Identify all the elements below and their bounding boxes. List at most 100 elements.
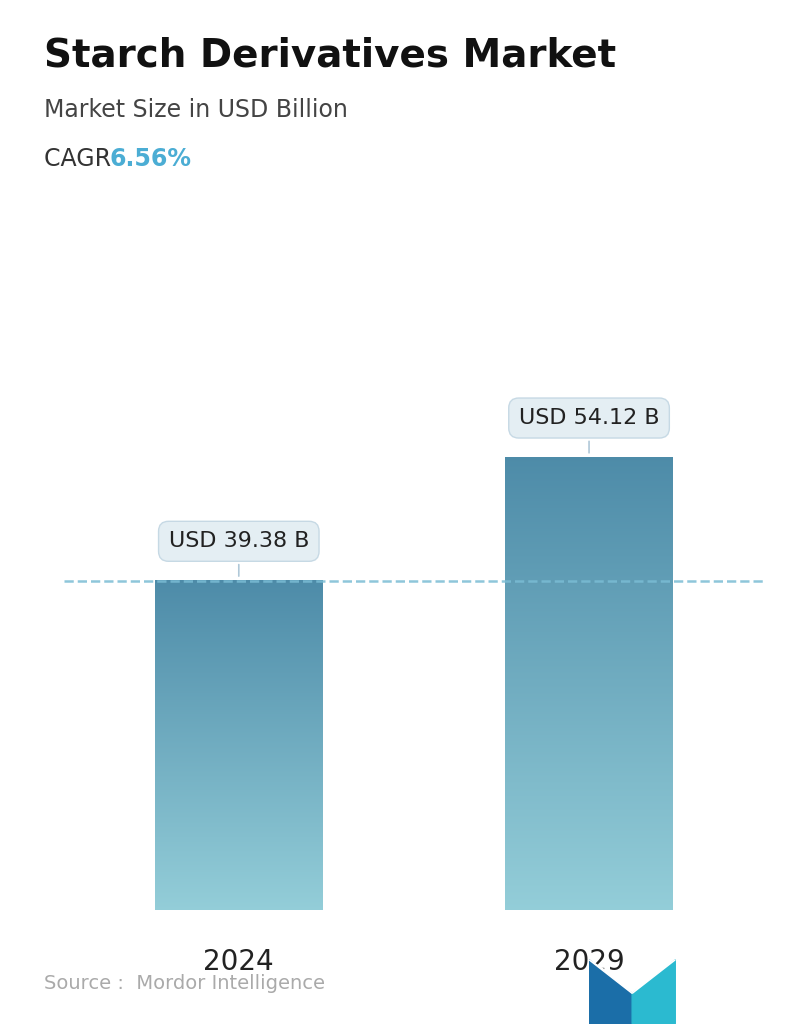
Bar	[505, 484, 673, 486]
Bar	[505, 882, 673, 883]
Bar	[505, 855, 673, 857]
Bar	[505, 668, 673, 669]
Bar	[505, 516, 673, 517]
Bar	[505, 492, 673, 493]
Bar	[505, 648, 673, 649]
Bar	[505, 719, 673, 720]
Bar	[505, 596, 673, 597]
Bar	[505, 820, 673, 822]
Bar	[505, 460, 673, 462]
Bar	[505, 903, 673, 905]
Bar	[505, 747, 673, 749]
Bar	[505, 776, 673, 777]
Bar	[505, 467, 673, 468]
Bar	[505, 464, 673, 465]
Bar	[505, 746, 673, 747]
Bar	[505, 800, 673, 801]
Bar	[505, 771, 673, 773]
Bar	[505, 649, 673, 650]
Bar	[505, 664, 673, 666]
Bar	[505, 621, 673, 622]
Bar	[505, 613, 673, 614]
Bar	[505, 469, 673, 470]
Bar	[505, 660, 673, 661]
Bar	[505, 515, 673, 516]
Bar	[505, 682, 673, 683]
Bar	[505, 818, 673, 819]
Bar	[505, 491, 673, 492]
Bar	[505, 528, 673, 529]
Bar	[505, 537, 673, 538]
Bar	[505, 671, 673, 672]
Bar	[505, 741, 673, 742]
Bar	[505, 854, 673, 855]
Bar	[505, 656, 673, 657]
Bar	[505, 703, 673, 704]
Bar	[505, 530, 673, 531]
Bar	[505, 571, 673, 572]
Bar	[505, 792, 673, 793]
Bar	[505, 878, 673, 879]
Bar	[505, 754, 673, 755]
Bar	[505, 718, 673, 719]
Bar	[505, 908, 673, 909]
Text: 2029: 2029	[554, 947, 624, 975]
Bar	[505, 585, 673, 586]
Bar	[505, 790, 673, 791]
Bar	[505, 616, 673, 618]
Bar	[505, 634, 673, 635]
Bar	[505, 504, 673, 505]
Bar	[505, 562, 673, 564]
Bar	[505, 893, 673, 894]
Bar	[505, 603, 673, 605]
Bar	[505, 514, 673, 515]
Bar	[505, 787, 673, 788]
Bar	[505, 833, 673, 834]
Bar	[505, 601, 673, 602]
Bar	[505, 891, 673, 893]
Bar	[505, 637, 673, 638]
Bar	[505, 699, 673, 701]
Bar	[505, 690, 673, 691]
Bar	[505, 584, 673, 585]
Polygon shape	[589, 960, 632, 1024]
Bar	[505, 808, 673, 810]
Bar	[505, 566, 673, 567]
Bar	[505, 705, 673, 706]
Bar	[505, 851, 673, 852]
Bar	[505, 757, 673, 758]
Bar	[505, 643, 673, 644]
Bar	[505, 862, 673, 863]
Bar	[505, 709, 673, 710]
Bar	[505, 650, 673, 651]
Bar	[505, 791, 673, 792]
Bar	[505, 594, 673, 595]
Bar	[505, 840, 673, 841]
Bar	[505, 740, 673, 741]
Bar	[505, 852, 673, 853]
Bar	[505, 500, 673, 501]
Bar	[505, 536, 673, 537]
Bar	[505, 481, 673, 482]
Bar	[505, 474, 673, 475]
Bar	[505, 493, 673, 494]
Bar	[505, 624, 673, 625]
Bar	[505, 762, 673, 763]
Bar	[505, 755, 673, 756]
Bar	[505, 495, 673, 497]
Bar	[505, 659, 673, 660]
Bar	[505, 615, 673, 617]
Bar	[505, 620, 673, 621]
Bar	[505, 872, 673, 873]
Bar	[505, 583, 673, 584]
Bar	[505, 875, 673, 876]
Bar	[505, 835, 673, 837]
Bar	[505, 730, 673, 731]
Bar	[505, 847, 673, 848]
Bar	[505, 768, 673, 769]
Bar	[505, 894, 673, 895]
Bar	[505, 531, 673, 534]
Bar	[505, 683, 673, 685]
Bar	[505, 523, 673, 524]
Bar	[505, 864, 673, 865]
